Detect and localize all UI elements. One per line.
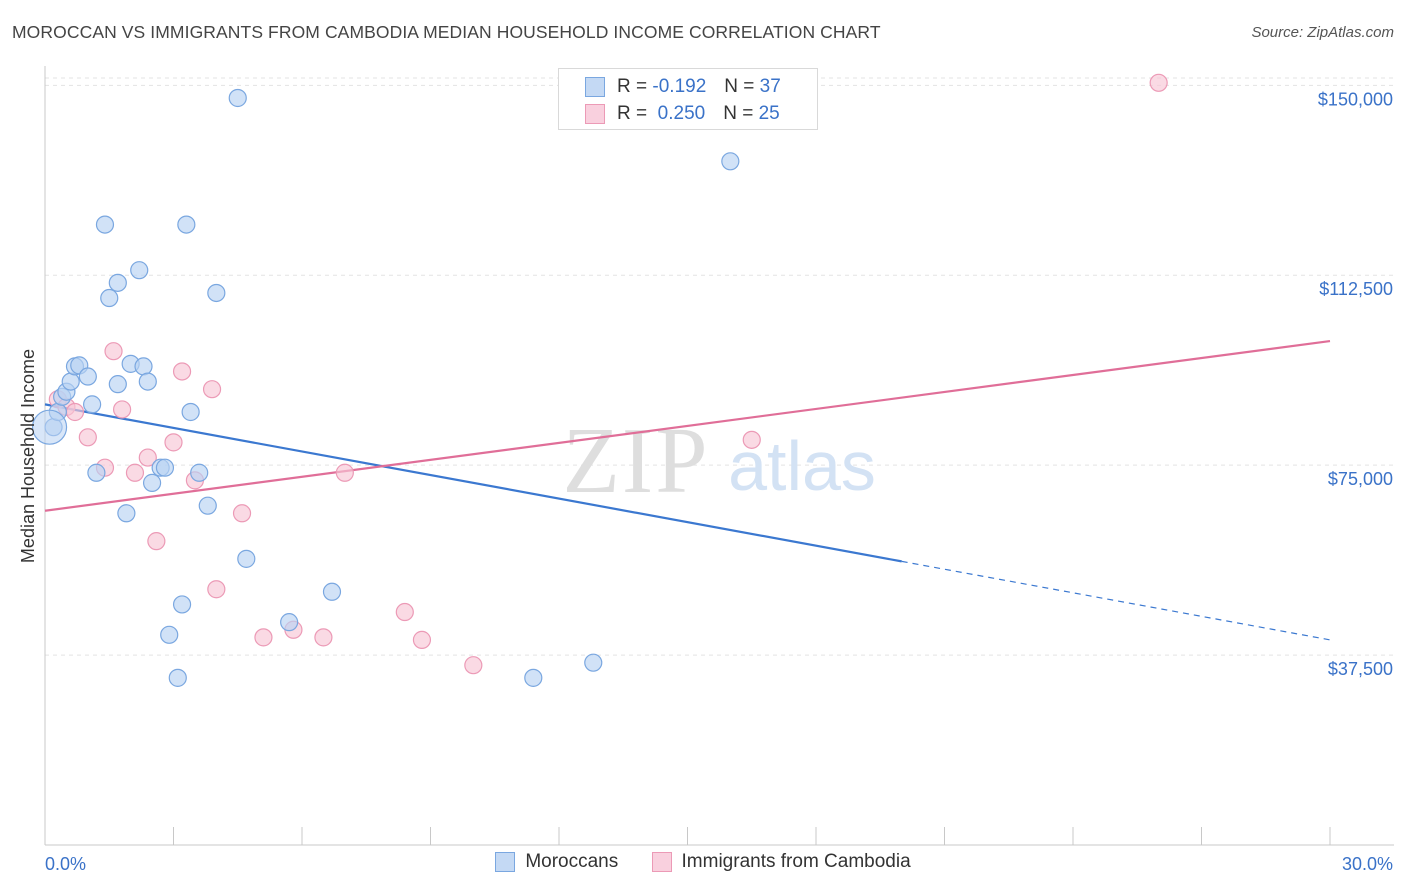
tick-labels: $37,500 $75,000 $112,500 $150,000 0.0% 30.0% (45, 89, 1393, 874)
point-moroccans (168, 668, 187, 687)
r-label: R = (617, 103, 648, 124)
chart-source: Source: ZipAtlas.com (1251, 24, 1394, 41)
point-moroccans (83, 395, 102, 414)
y-tick-label: $112,500 (1319, 279, 1393, 299)
point-cambodia (147, 532, 166, 551)
point-moroccans (78, 367, 97, 386)
point-moroccans (198, 496, 217, 515)
point-moroccans (142, 473, 162, 492)
point-moroccans (100, 288, 119, 308)
point-cambodia (232, 504, 252, 523)
point-moroccans (61, 372, 80, 391)
point-cambodia (104, 342, 123, 361)
point-cambodia (742, 430, 761, 449)
point-moroccans (237, 549, 256, 568)
point-cambodia (65, 402, 85, 422)
point-cambodia (412, 630, 432, 649)
point-moroccans (181, 402, 200, 422)
point-cambodia (335, 463, 354, 482)
point-moroccans (721, 152, 740, 171)
n-value: 25 (758, 103, 780, 124)
series-legend: Moroccans Immigrants from Cambodia (0, 851, 1406, 878)
point-cambodia (172, 362, 192, 381)
point-cambodia (395, 602, 414, 622)
point-moroccans (322, 582, 342, 601)
watermark: ZIP atlas (563, 409, 876, 513)
watermark-zip: ZIP (563, 409, 710, 513)
point-moroccans (524, 668, 543, 687)
n-label: N = (724, 76, 755, 97)
chart-title: MOROCCAN VS IMMIGRANTS FROM CAMBODIA MED… (12, 22, 881, 42)
point-cambodia (138, 448, 157, 467)
point-cambodia (207, 580, 226, 599)
point-moroccans (155, 458, 175, 477)
point-moroccans (207, 283, 226, 303)
point-moroccans (95, 215, 115, 234)
legend-swatch-cambodia (651, 852, 672, 872)
y-tick-label: $150,000 (1318, 89, 1393, 109)
point-moroccans (190, 463, 209, 482)
point-cambodia (112, 400, 132, 419)
n-label: N = (723, 103, 754, 124)
stats-swatch-moroccans (585, 77, 605, 97)
point-cambodia (1149, 73, 1168, 92)
legend-item-cambodia[interactable]: Immigrants from Cambodia (651, 851, 911, 873)
stats-row-moroccans: R = -0.192 N = 37 (585, 75, 781, 99)
r-value: 0.250 (657, 103, 706, 124)
point-cambodia (164, 433, 183, 452)
point-moroccans (87, 463, 106, 482)
data-points (31, 73, 1168, 687)
point-moroccans (134, 357, 153, 376)
point-moroccans (138, 372, 157, 391)
y-axis-label: Median Household Income (18, 349, 38, 563)
point-moroccans (160, 625, 179, 644)
point-moroccans-large (31, 409, 68, 445)
point-moroccans (172, 595, 192, 614)
y-tick-label: $75,000 (1328, 469, 1393, 489)
trend-line-moroccans (44, 403, 902, 563)
point-moroccans (177, 215, 196, 234)
r-label: R = (617, 76, 648, 97)
axes (44, 66, 1394, 846)
point-moroccans (584, 653, 603, 672)
point-moroccans (280, 613, 299, 632)
stats-row-cambodia: R = 0.250 N = 25 (585, 102, 780, 126)
y-tick-label: $37,500 (1328, 659, 1393, 679)
trend-line-cambodia (44, 339, 1331, 512)
point-moroccans (130, 261, 149, 280)
stats-legend: R = -0.192 N = 37 R = 0.250 N = 25 (558, 68, 818, 130)
trend-lines (44, 339, 1331, 641)
point-cambodia (78, 428, 97, 447)
legend-label-moroccans: Moroccans (525, 851, 619, 872)
x-tick-label: 30.0% (1342, 854, 1393, 874)
point-cambodia (464, 656, 483, 675)
point-cambodia (254, 628, 273, 647)
legend-item-moroccans[interactable]: Moroccans (495, 851, 618, 873)
r-value: -0.192 (652, 76, 707, 97)
legend-swatch-moroccans (495, 852, 516, 872)
point-cambodia (125, 463, 145, 482)
gridlines (45, 77, 1394, 656)
point-moroccans (117, 504, 136, 523)
point-cambodia (202, 380, 222, 399)
point-moroccans (228, 88, 247, 108)
x-tick-label: 0.0% (45, 854, 86, 874)
point-cambodia (314, 628, 333, 647)
trend-line-moroccans-projection (901, 560, 1331, 641)
n-value: 37 (759, 76, 781, 97)
point-moroccans (108, 273, 127, 292)
stats-swatch-cambodia (585, 104, 605, 124)
legend-label-cambodia: Immigrants from Cambodia (681, 851, 911, 872)
point-moroccans (108, 375, 127, 394)
